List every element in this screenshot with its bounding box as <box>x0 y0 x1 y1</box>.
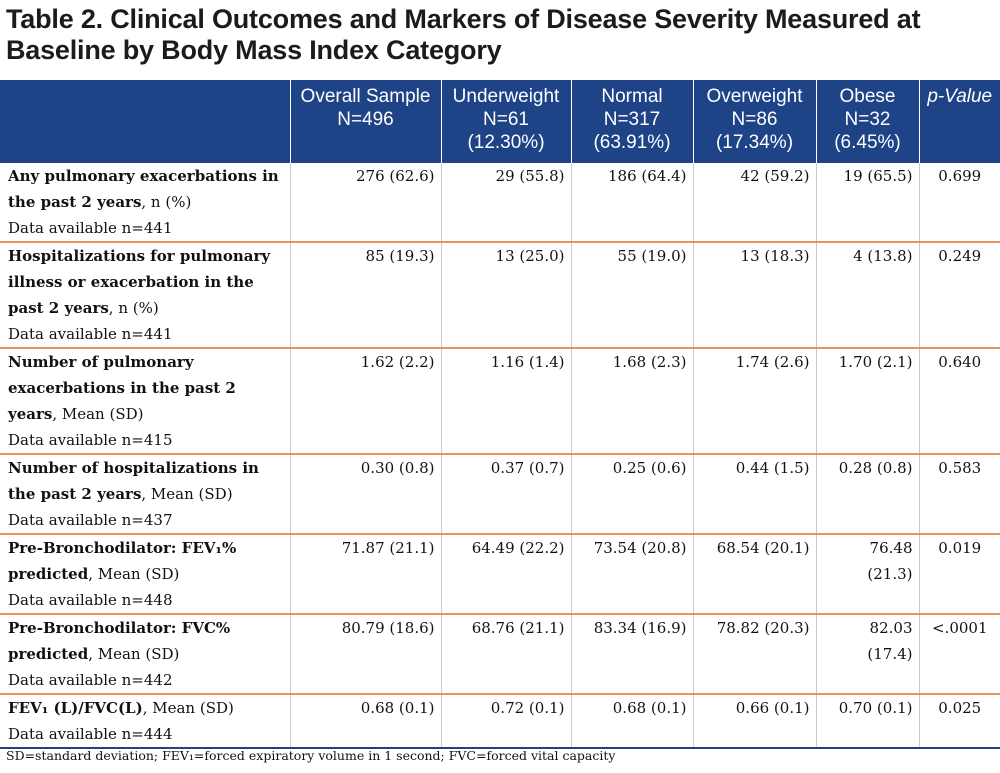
row-label-bold: FEV₁ (L)/FVC(L) <box>8 699 143 717</box>
cell-overweight: 0.44 (1.5) <box>692 454 816 535</box>
row-label-cell: Pre-Bronchodilator: FEV₁% predicted, Mea… <box>0 534 290 615</box>
cell-obese: 76.48 (21.3) <box>815 534 919 615</box>
cell-underweight: 0.37 (0.7) <box>440 454 571 535</box>
cell-p-value: 0.025 <box>918 694 1000 749</box>
row-label-unit: , n (%) <box>141 193 192 211</box>
header-blank <box>0 80 290 163</box>
cell-overall: 71.87 (21.1) <box>289 534 441 615</box>
cell-obese: 0.70 (0.1) <box>815 694 919 749</box>
cell-overall: 1.62 (2.2) <box>289 348 441 455</box>
cell-obese: 19 (65.5) <box>815 163 919 243</box>
row-label-cell: FEV₁ (L)/FVC(L), Mean (SD) Data available… <box>0 694 290 749</box>
table-row: Number of hospitalizations in the past 2… <box>0 454 1000 535</box>
cell-overweight: 0.66 (0.1) <box>692 694 816 749</box>
row-label-unit: , n (%) <box>108 299 159 317</box>
outcomes-table: Overall Sample N=496 Underweight N=61 (1… <box>0 80 1000 749</box>
header-overweight: Overweight N=86 (17.34%) <box>692 80 816 163</box>
cell-p-value: 0.640 <box>918 348 1000 455</box>
table-row: Number of pulmonary exacerbations in the… <box>0 348 1000 455</box>
cell-underweight: 29 (55.8) <box>440 163 571 243</box>
cell-normal: 186 (64.4) <box>570 163 693 243</box>
row-label-unit: , Mean (SD) <box>88 565 180 583</box>
row-label-bold: Number of hospitalizations in the past 2… <box>8 459 259 503</box>
row-label-bold: Pre-Bronchodilator: FVC% predicted <box>8 619 231 663</box>
cell-obese: 82.03 (17.4) <box>815 614 919 695</box>
cell-overall: 80.79 (18.6) <box>289 614 441 695</box>
row-label-bold: Pre-Bronchodilator: FEV₁% predicted <box>8 539 237 583</box>
cell-overall: 0.30 (0.8) <box>289 454 441 535</box>
row-data-available: Data available n=441 <box>8 219 173 237</box>
cell-normal: 0.25 (0.6) <box>570 454 693 535</box>
row-data-available: Data available n=442 <box>8 671 173 689</box>
table-row: Any pulmonary exacerbations in the past … <box>0 163 1000 243</box>
cell-overall: 0.68 (0.1) <box>289 694 441 749</box>
row-label-bold: Number of pulmonary exacerbations in the… <box>8 353 236 423</box>
header-normal: Normal N=317 (63.91%) <box>570 80 693 163</box>
header-underweight: Underweight N=61 (12.30%) <box>440 80 571 163</box>
cell-underweight: 64.49 (22.2) <box>440 534 571 615</box>
row-label-unit: , Mean (SD) <box>52 405 144 423</box>
table-row: Hospitalizations for pulmonary illness o… <box>0 242 1000 349</box>
cell-p-value: 0.019 <box>918 534 1000 615</box>
row-data-available: Data available n=415 <box>8 431 173 449</box>
cell-p-value: 0.249 <box>918 242 1000 349</box>
row-data-available: Data available n=448 <box>8 591 173 609</box>
cell-overall: 276 (62.6) <box>289 163 441 243</box>
row-label-bold: Hospitalizations for pulmonary illness o… <box>8 247 271 317</box>
cell-normal: 83.34 (16.9) <box>570 614 693 695</box>
cell-normal: 0.68 (0.1) <box>570 694 693 749</box>
row-label-unit: , Mean (SD) <box>142 699 234 717</box>
cell-obese: 4 (13.8) <box>815 242 919 349</box>
header-obese: Obese N=32 (6.45%) <box>815 80 919 163</box>
table-row: Pre-Bronchodilator: FVC% predicted, Mean… <box>0 614 1000 695</box>
cell-normal: 55 (19.0) <box>570 242 693 349</box>
row-label-cell: Number of pulmonary exacerbations in the… <box>0 348 290 455</box>
row-data-available: Data available n=441 <box>8 325 173 343</box>
row-label-cell: Number of hospitalizations in the past 2… <box>0 454 290 535</box>
header-row: Overall Sample N=496 Underweight N=61 (1… <box>0 80 1000 163</box>
table-row: Pre-Bronchodilator: FEV₁% predicted, Mea… <box>0 534 1000 615</box>
cell-overweight: 1.74 (2.6) <box>692 348 816 455</box>
cell-underweight: 68.76 (21.1) <box>440 614 571 695</box>
header-overall: Overall Sample N=496 <box>289 80 441 163</box>
cell-underweight: 0.72 (0.1) <box>440 694 571 749</box>
cell-overweight: 78.82 (20.3) <box>692 614 816 695</box>
cell-normal: 1.68 (2.3) <box>570 348 693 455</box>
cell-obese: 1.70 (2.1) <box>815 348 919 455</box>
row-data-available: Data available n=437 <box>8 511 173 529</box>
row-label-bold: Any pulmonary exacerbations in the past … <box>8 167 279 211</box>
header-p-value: p-Value <box>918 80 1000 163</box>
row-label-cell: Pre-Bronchodilator: FVC% predicted, Mean… <box>0 614 290 695</box>
cell-overweight: 42 (59.2) <box>692 163 816 243</box>
row-data-available: Data available n=444 <box>8 725 173 743</box>
row-label-cell: Any pulmonary exacerbations in the past … <box>0 163 290 243</box>
cell-underweight: 13 (25.0) <box>440 242 571 349</box>
cell-overall: 85 (19.3) <box>289 242 441 349</box>
row-label-unit: , Mean (SD) <box>141 485 233 503</box>
cell-p-value: 0.583 <box>918 454 1000 535</box>
cell-obese: 0.28 (0.8) <box>815 454 919 535</box>
cell-normal: 73.54 (20.8) <box>570 534 693 615</box>
table-title: Table 2. Clinical Outcomes and Markers o… <box>6 4 921 65</box>
cell-underweight: 1.16 (1.4) <box>440 348 571 455</box>
cell-overweight: 68.54 (20.1) <box>692 534 816 615</box>
cell-p-value: 0.699 <box>918 163 1000 243</box>
cell-overweight: 13 (18.3) <box>692 242 816 349</box>
table-row: FEV₁ (L)/FVC(L), Mean (SD) Data available… <box>0 694 1000 749</box>
footnote: SD=standard deviation; FEV₁=forced expir… <box>6 748 616 763</box>
cell-p-value: <.0001 <box>918 614 1000 695</box>
row-label-unit: , Mean (SD) <box>88 645 180 663</box>
row-label-cell: Hospitalizations for pulmonary illness o… <box>0 242 290 349</box>
